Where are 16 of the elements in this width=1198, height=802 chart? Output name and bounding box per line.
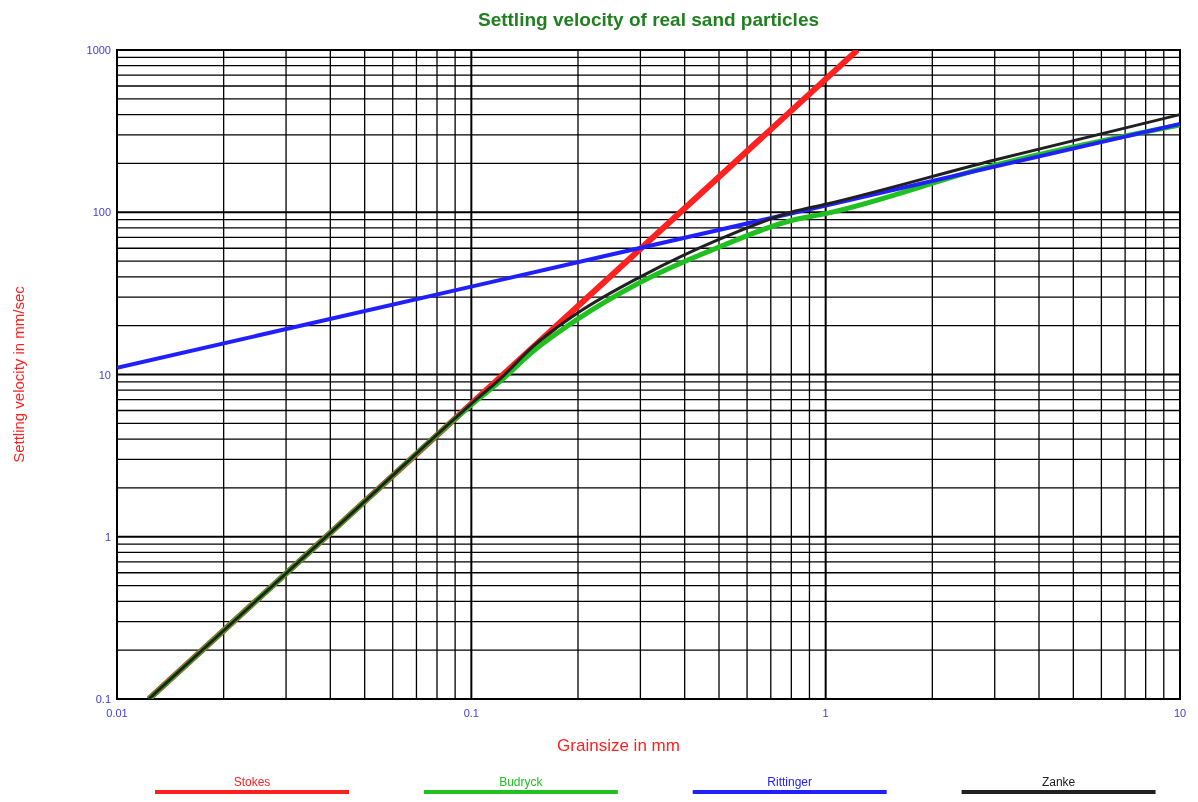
x-axis-title: Grainsize in mm [557,736,680,755]
x-tick-label: 1 [822,707,829,719]
y-tick-label: 0.1 [95,693,111,705]
text: Stokes [233,775,271,789]
y-tick-label: 100 [92,206,111,219]
text: Budryck [499,775,544,789]
x-tick-label: 0.1 [463,707,479,719]
x-tick-label: 10 [1173,707,1187,719]
y-axis-title: Settling velocity in mm/sec [10,285,27,463]
y-tick-label: 1 [104,530,111,543]
text: Rittinger [767,775,813,789]
x-tick-label: 0.01 [106,707,128,719]
y-tick-label: 10 [98,368,111,381]
chart-title: Settling velocity of real sand particles [477,9,820,30]
text: Zanke [1041,775,1076,789]
y-tick-label: 1000 [86,44,111,56]
